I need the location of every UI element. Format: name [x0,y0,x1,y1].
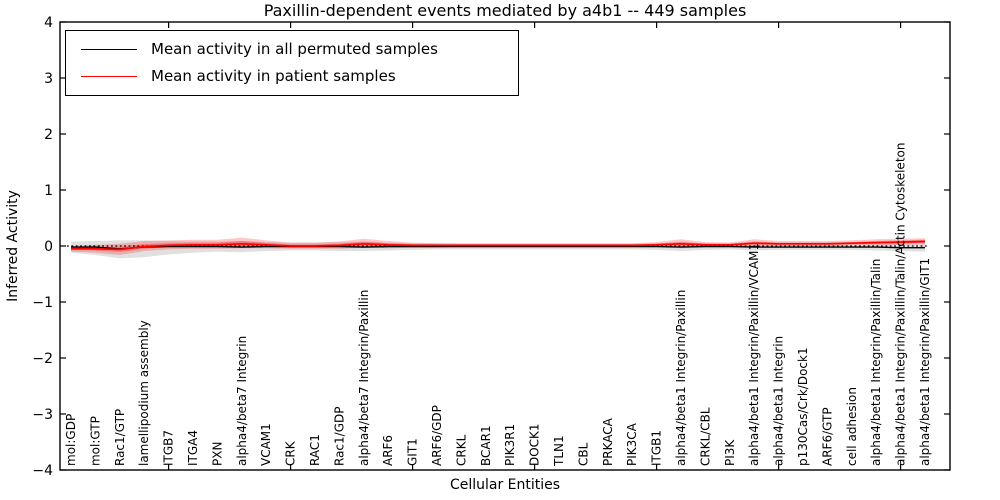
x-tick-label: PI3K [723,439,737,466]
x-tick-label: PXN [210,442,224,466]
x-tick-label: GIT1 [406,438,420,466]
x-tick-label: lamellipodium assembly [137,320,151,466]
y-tick-label: 0 [44,239,53,255]
x-tick-label: BCAR1 [479,425,493,466]
x-tick-label: CBL [576,442,590,466]
x-tick-label: ITGB1 [650,430,664,466]
x-tick-label: PIK3R1 [503,424,517,466]
x-tick-label: Rac1/GTP [113,409,127,466]
x-tick-label: Rac1/GDP [332,407,346,466]
y-tick-label: −4 [32,463,53,479]
series-line-permuted [71,245,925,250]
x-tick-label: CRKL/CBL [698,407,712,466]
x-tick-label: p130Cas/Crk/Dock1 [796,347,810,466]
legend-line-red-icon [81,75,137,77]
x-tick-label: DOCK1 [528,423,542,466]
x-tick-label: alpha4/beta1 Integrin/Paxillin/GIT1 [918,258,932,466]
x-tick-label: ARF6/GDP [430,405,444,466]
legend-entry-permuted: Mean activity in all permuted samples [66,42,518,57]
x-tick-label: alpha4/beta1 Integrin/Paxillin [674,290,688,466]
x-tick-label: ITGA4 [186,430,200,466]
legend: Mean activity in all permuted samples Me… [65,30,519,96]
chart-title: Paxillin-dependent events mediated by a4… [263,1,747,20]
x-tick-label: CRK [284,440,298,466]
x-tick-label: alpha4/beta7 Integrin [235,336,249,466]
x-tick-label: mol:GDP [64,414,78,466]
x-tick-label: alpha4/beta7 Integrin/Paxillin [357,290,371,466]
y-axis-label: Inferred Activity [5,190,21,302]
x-tick-label: RAC1 [308,434,322,466]
x-tick-label: mol:GTP [88,416,102,466]
legend-line-black-icon [81,49,137,51]
x-tick-label: alpha4/beta1 Integrin [772,336,786,466]
x-tick-label: cell adhesion [845,387,859,466]
legend-label-permuted: Mean activity in all permuted samples [151,40,438,59]
legend-entry-patient: Mean activity in patient samples [66,66,518,85]
x-axis-label: Cellular Entities [449,477,561,493]
y-tick-label: 3 [44,71,53,87]
y-tick-label: −2 [32,351,53,367]
x-tick-label: VCAM1 [259,423,273,466]
x-tick-label: ARF6 [381,435,395,466]
y-tick-label: 4 [44,15,53,31]
legend-label-patient: Mean activity in patient samples [151,66,396,85]
y-tick-label: −1 [32,295,53,311]
x-tick-label: TLN1 [552,435,566,467]
x-tick-label: CRKL [454,434,468,466]
y-tick-label: −3 [32,407,53,423]
x-tick-label: PRKACA [601,417,615,466]
x-tick-label: alpha4/beta1 Integrin/Paxillin/Talin/Act… [894,143,908,466]
x-tick-label: ITGB7 [162,430,176,466]
y-tick-label: 2 [44,127,53,143]
x-tick-label: ARF6/GTP [820,407,834,466]
series-line-patient [71,240,926,251]
x-tick-label: alpha4/beta1 Integrin/Paxillin/VCAM1 [747,243,761,466]
x-tick-label: alpha4/beta1 Integrin/Paxillin/Talin [869,259,883,466]
y-tick-label: 1 [44,183,53,199]
x-tick-label: PIK3CA [625,422,639,466]
